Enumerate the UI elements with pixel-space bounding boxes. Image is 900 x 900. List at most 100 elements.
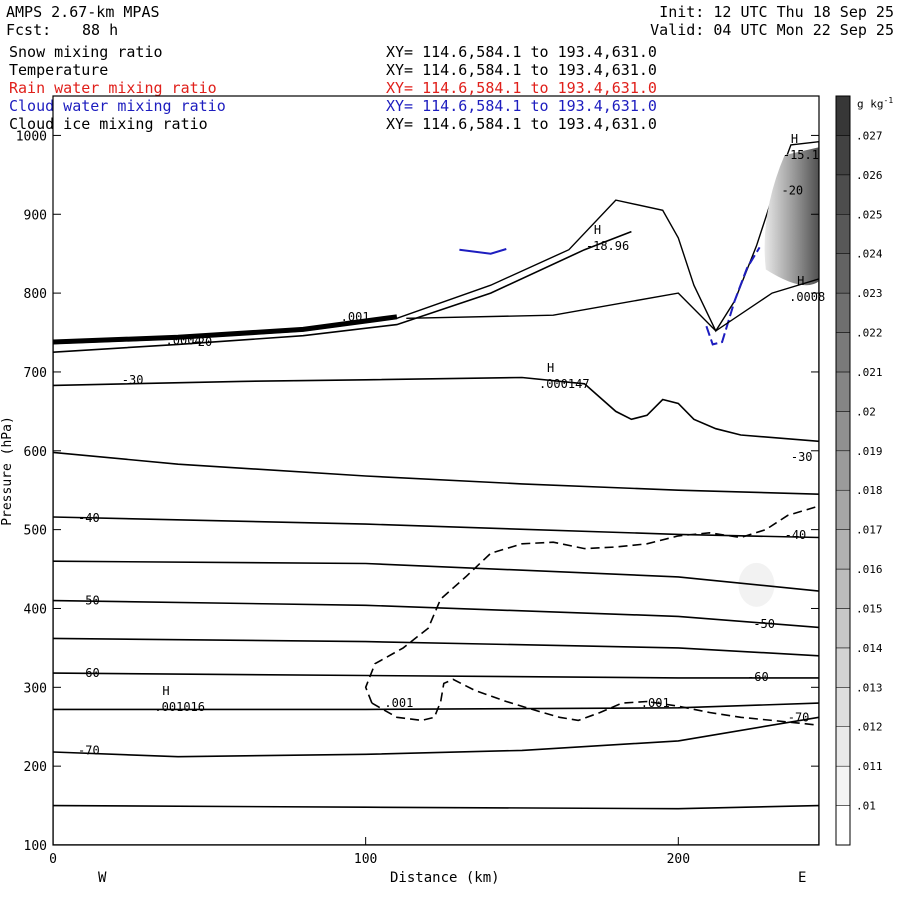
x-tick-label: 200	[667, 852, 690, 867]
contour-label: .001	[341, 310, 370, 324]
colorbar-cell	[835, 726, 851, 767]
valid-time: Valid: 04 UTC Mon 22 Sep 25	[650, 21, 894, 39]
extremum-mark: H	[791, 132, 798, 146]
chart-title: AMPS 2.67-km MPAS	[6, 3, 160, 21]
forecast-hour-label: Fcst:	[6, 21, 52, 39]
isotherm-2	[53, 672, 819, 679]
colorbar-label: .018	[856, 484, 883, 497]
field-range-cloud-water: XY= 114.6,584.1 to 193.4,631.0	[386, 97, 657, 115]
colorbar-cell	[835, 214, 851, 254]
isotherm-8	[53, 376, 819, 443]
surface-thick-contour	[53, 314, 398, 345]
y-tick-label: 300	[24, 681, 47, 696]
colorbar-cell	[835, 332, 851, 373]
contour-label: -40	[78, 511, 100, 525]
colorbar-cell	[835, 135, 851, 176]
contour-label: -70	[78, 743, 100, 757]
contour-label: -20	[781, 184, 803, 198]
colorbar-label: .027	[856, 129, 883, 142]
extremum-value: .0008	[789, 290, 825, 304]
colorbar-label: .025	[856, 208, 883, 221]
y-tick-label: 700	[24, 366, 47, 381]
colorbar-cell	[835, 411, 851, 452]
isotherm-7	[53, 451, 819, 495]
contour-label: -70	[788, 710, 810, 724]
contour-label: -20	[191, 335, 213, 349]
colorbar-cell	[835, 450, 851, 491]
terrain-surface	[53, 140, 819, 845]
y-tick-label: 500	[24, 524, 47, 539]
colorbar-cell	[835, 765, 851, 806]
isotherm-3	[53, 637, 819, 657]
field-name-snow: Snow mixing ratio	[9, 43, 163, 61]
y-tick-label: 600	[24, 445, 47, 460]
isotherm-0	[53, 716, 819, 758]
colorbar-label: .012	[856, 721, 883, 734]
y-tick-label: 800	[24, 287, 47, 302]
colorbar-cell	[835, 253, 851, 294]
contour-label: -60	[747, 670, 769, 684]
colorbar-cell	[835, 292, 851, 333]
colorbar-label: .022	[856, 327, 883, 340]
colorbar-label: .01	[856, 800, 876, 813]
snow-contour-ridge	[406, 278, 819, 332]
extremum-mark: H	[594, 223, 601, 237]
field-range-cloud-ice: XY= 114.6,584.1 to 193.4,631.0	[386, 115, 657, 133]
isotherm-1	[53, 702, 819, 711]
colorbar-cell	[835, 687, 851, 727]
contour-label: -30	[791, 450, 813, 464]
contour-label: -40	[785, 528, 807, 542]
cloud-water-contour-left	[459, 248, 507, 255]
contour-label: -60	[78, 666, 100, 680]
snow-contour-upper	[371, 678, 819, 726]
contour-label: .0004	[166, 333, 202, 347]
extremum-mark: H	[547, 361, 554, 375]
extremum-value: .001016	[154, 700, 205, 714]
plot-frame	[52, 95, 820, 846]
colorbar-label: .017	[856, 524, 883, 537]
colorbar-label: .019	[856, 445, 883, 458]
colorbar-cell	[835, 529, 851, 570]
extremum-value: -18.96	[586, 239, 629, 253]
extremum-value: .000147	[539, 377, 590, 391]
x-tick-label: 100	[354, 852, 377, 867]
shaded-mixing-ratio	[764, 147, 819, 286]
y-tick-label: 900	[24, 208, 47, 223]
field-name-rain: Rain water mixing ratio	[9, 79, 217, 97]
colorbar-label: .024	[856, 248, 883, 261]
isotherm-top	[53, 804, 819, 810]
contour-label: -30	[122, 373, 144, 387]
colorbar-label: .014	[856, 642, 883, 655]
extremum-mark: H	[162, 684, 169, 698]
init-time: Init: 12 UTC Thu 18 Sep 25	[659, 3, 894, 21]
colorbar-units: g kg-1	[857, 96, 894, 111]
isotherm-5	[53, 560, 819, 592]
extremum-value: -15.1	[783, 148, 819, 162]
colorbar-cell	[835, 174, 851, 215]
colorbar-cell	[835, 371, 851, 412]
colorbar-label: .011	[856, 760, 883, 773]
west-label: W	[98, 870, 107, 886]
y-tick-label: 200	[24, 760, 47, 775]
isotherm-6	[53, 516, 819, 539]
colorbar-cell	[835, 95, 851, 136]
colorbar-cell	[835, 489, 851, 530]
colorbar-cell	[835, 647, 851, 688]
field-name-cloud-water: Cloud water mixing ratio	[9, 97, 226, 115]
y-tick-label: 100	[24, 839, 47, 854]
isotherm-9	[53, 230, 632, 353]
contour-label: -50	[753, 617, 775, 631]
colorbar-label: .015	[856, 602, 883, 615]
colorbar-label: .023	[856, 287, 883, 300]
field-range-snow: XY= 114.6,584.1 to 193.4,631.0	[386, 43, 657, 61]
colorbar-cell	[835, 568, 851, 609]
colorbar-label: .02	[856, 405, 876, 418]
east-label: E	[798, 870, 807, 886]
colorbar-label: .013	[856, 681, 883, 694]
snow-contour-lower	[364, 505, 819, 704]
colorbar-label: .026	[856, 169, 883, 182]
forecast-hour-value: 88 h	[82, 21, 119, 39]
contour-label: .001	[384, 696, 413, 710]
field-range-temperature: XY= 114.6,584.1 to 193.4,631.0	[386, 61, 657, 79]
